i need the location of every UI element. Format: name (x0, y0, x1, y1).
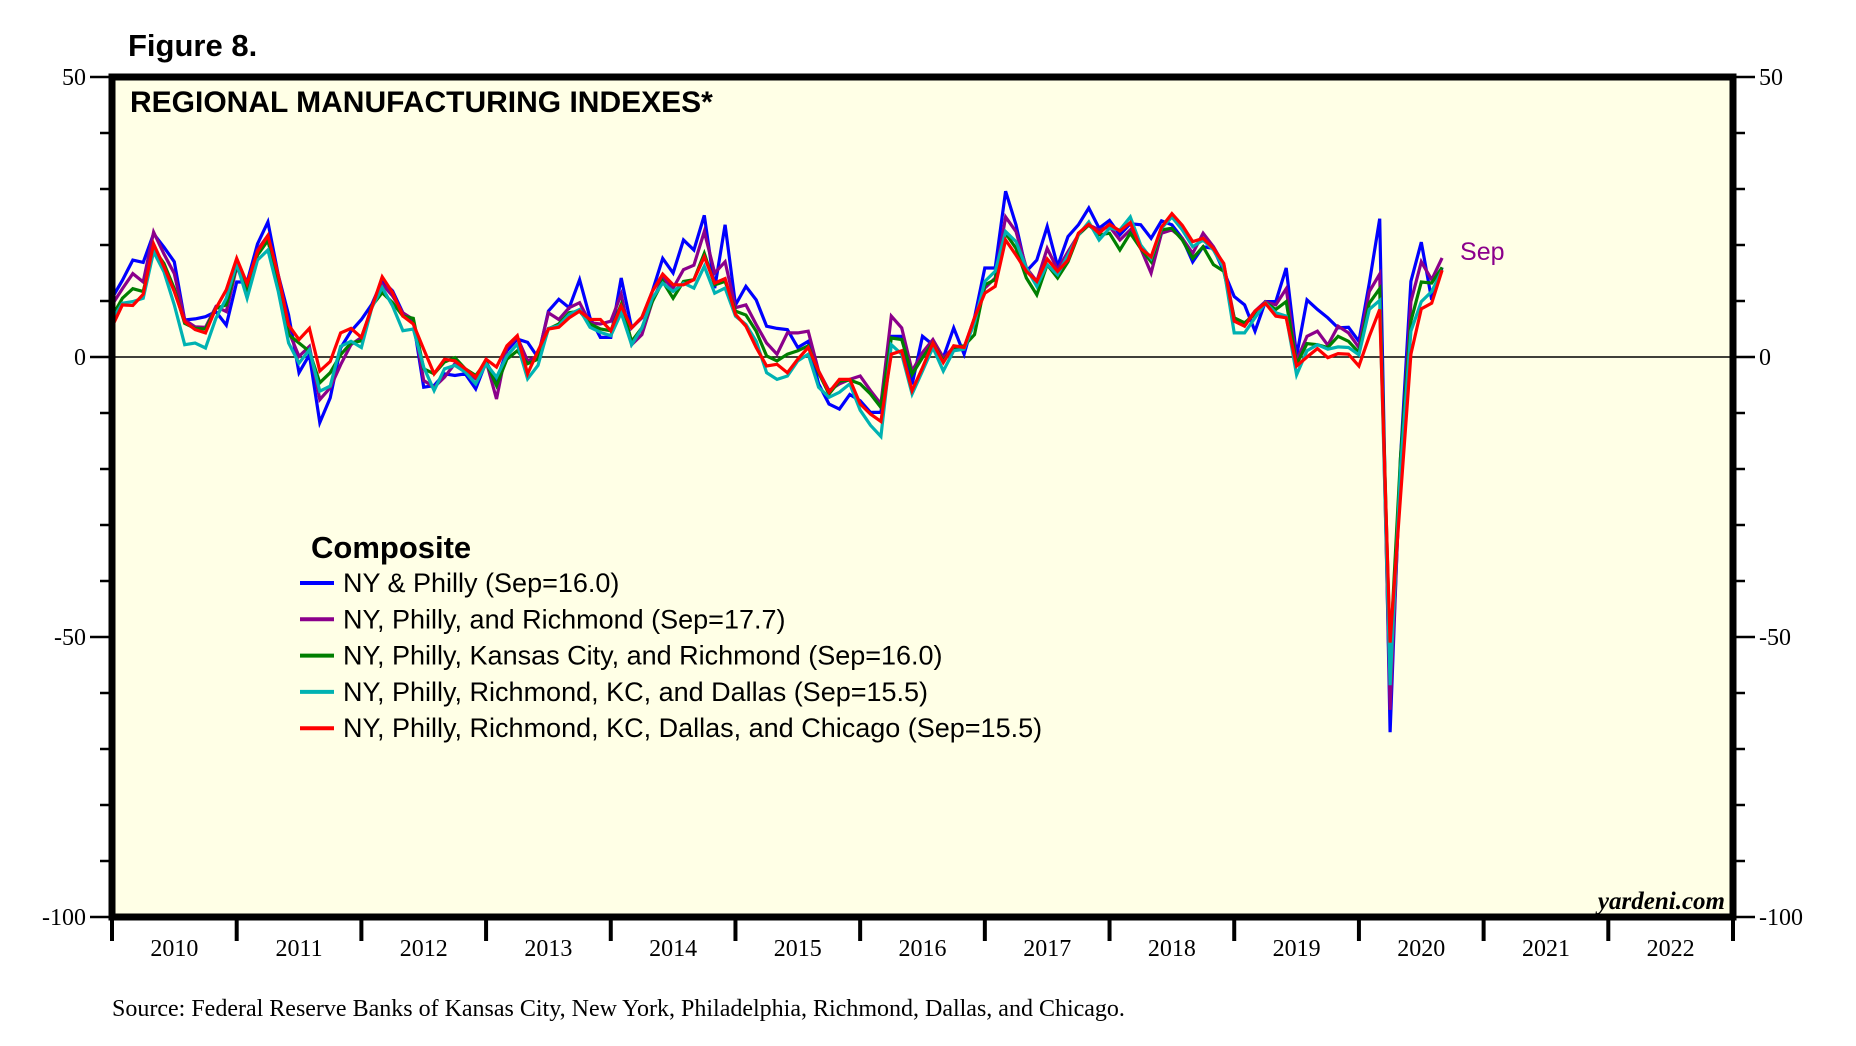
legend-item: NY, Philly, and Richmond (Sep=17.7) (300, 604, 786, 634)
x-tick-label: 2014 (649, 936, 697, 962)
x-tick-label: 2021 (1522, 936, 1570, 962)
sep-end-label: Sep (1460, 238, 1504, 266)
legend-item: NY & Philly (Sep=16.0) (300, 568, 619, 598)
y-tick-label-left: 0 (74, 345, 86, 371)
x-tick-label: 2018 (1148, 936, 1196, 962)
x-tick-label: 2016 (899, 936, 947, 962)
x-axis: 2010 2011 2012 2013 2014 2015 2016 2017 2018 2019… (110, 917, 1735, 962)
x-tick-label: 2015 (774, 936, 822, 962)
x-tick-label: 2010 (150, 936, 198, 962)
x-tick-label: 2012 (400, 936, 448, 962)
x-tick-label: 2017 (1023, 936, 1071, 962)
legend-label: NY, Philly, Richmond, KC, Dallas, and Ch… (343, 713, 1042, 743)
y-tick-label-left: -100 (42, 905, 86, 931)
x-tick-label: 2011 (275, 936, 322, 962)
y-tick-label-right: -100 (1759, 905, 1803, 931)
legend-item: NY, Philly, Richmond, KC, Dallas, and Ch… (300, 713, 1042, 743)
y-tick-label-right: 0 (1759, 345, 1771, 371)
legend-item: NY, Philly, Kansas City, and Richmond (S… (300, 641, 943, 671)
legend-label: NY, Philly, Kansas City, and Richmond (S… (343, 641, 943, 671)
legend-item: NY, Philly, Richmond, KC, and Dallas (Se… (300, 677, 928, 707)
brand-watermark: yardeni.com (1595, 888, 1725, 915)
legend: Composite NY & Philly (Sep=16.0) NY, Phil… (300, 530, 1042, 743)
figure-label: Figure 8. (128, 28, 257, 63)
series-line-5 (110, 211, 1444, 643)
y-tick-label-right: 50 (1759, 65, 1783, 91)
plot-frame (108, 73, 1737, 921)
y-tick-label-left: -50 (54, 625, 86, 651)
legend-label: NY & Philly (Sep=16.0) (343, 568, 619, 598)
legend-label: NY, Philly, and Richmond (Sep=17.7) (343, 604, 786, 634)
legend-title: Composite (311, 530, 471, 565)
y-axis-left: -100 -50 0 50 (42, 65, 112, 931)
x-tick-label: 2019 (1273, 936, 1321, 962)
y-tick-label-left: 50 (62, 65, 86, 91)
x-tick-label: 2022 (1647, 936, 1695, 962)
x-tick-label: 2013 (524, 936, 572, 962)
x-tick-label: 2020 (1397, 936, 1445, 962)
series-line-4 (110, 213, 1444, 686)
y-axis-right: -100 -50 0 50 (1733, 65, 1803, 931)
chart-title: REGIONAL MANUFACTURING INDEXES* (130, 86, 713, 119)
plot-background (112, 77, 1733, 917)
series-layer (110, 190, 1444, 733)
y-tick-label-right: -50 (1759, 625, 1791, 651)
source-note: Source: Federal Reserve Banks of Kansas … (112, 996, 1125, 1022)
legend-label: NY, Philly, Richmond, KC, and Dallas (Se… (343, 677, 928, 707)
